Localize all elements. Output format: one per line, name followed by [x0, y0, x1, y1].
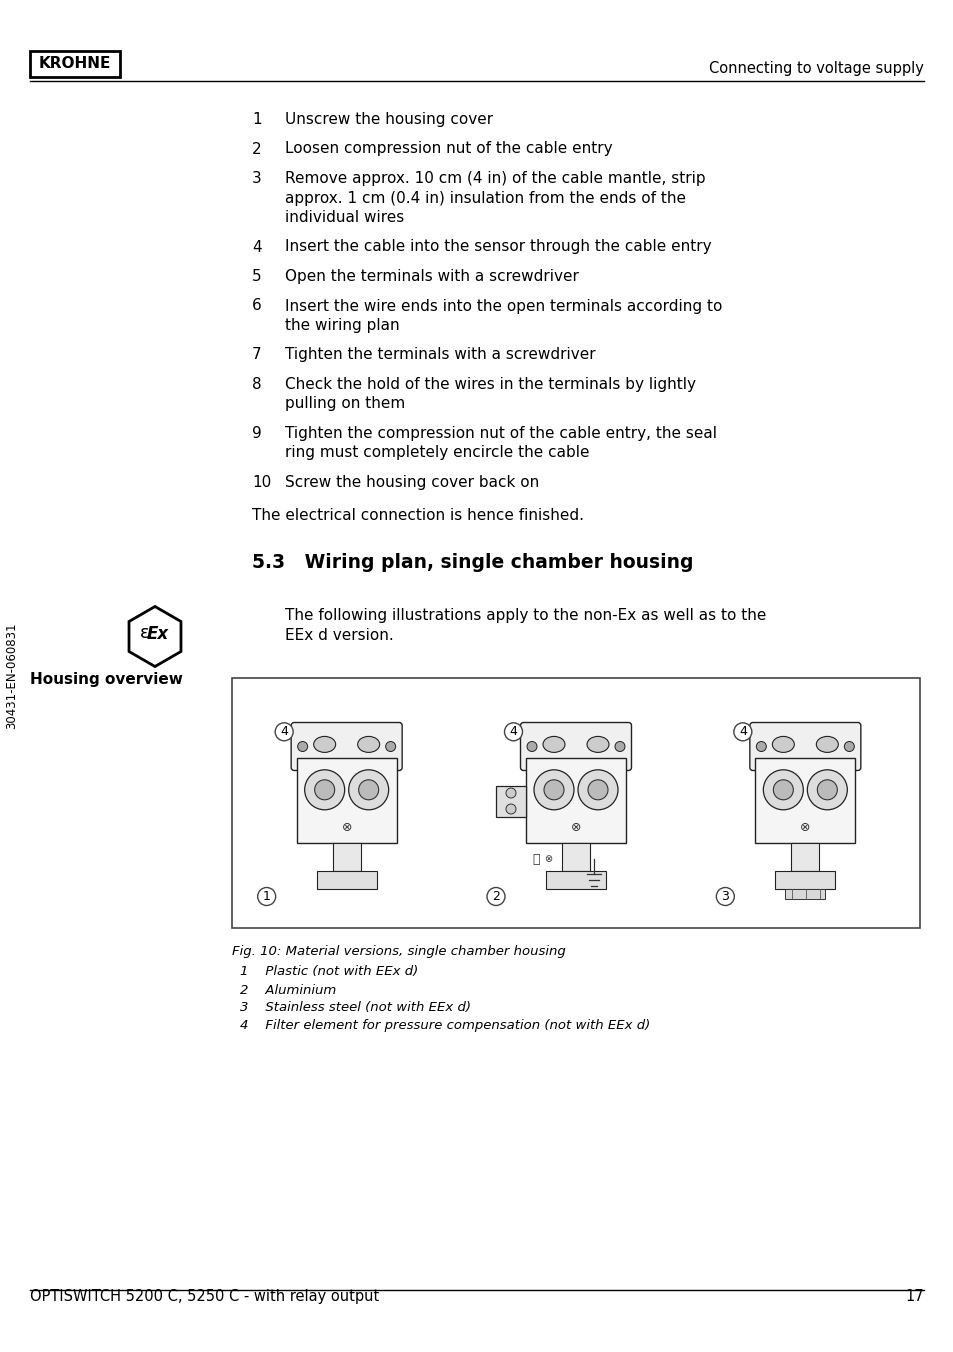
Text: the wiring plan: the wiring plan	[285, 318, 399, 333]
Text: ⊗: ⊗	[543, 854, 552, 864]
Text: KROHNE: KROHNE	[39, 57, 112, 72]
Circle shape	[843, 741, 854, 752]
Text: Check the hold of the wires in the terminals by lightly: Check the hold of the wires in the termi…	[285, 377, 696, 392]
Circle shape	[358, 780, 378, 800]
Text: 4: 4	[280, 725, 288, 738]
Text: ⊗: ⊗	[800, 821, 810, 834]
Text: 1: 1	[252, 112, 261, 127]
Text: Tighten the terminals with a screwdriver: Tighten the terminals with a screwdriver	[285, 347, 595, 362]
FancyBboxPatch shape	[232, 677, 919, 927]
FancyBboxPatch shape	[520, 722, 631, 771]
Text: ⊗: ⊗	[341, 821, 352, 834]
FancyBboxPatch shape	[561, 842, 589, 871]
Ellipse shape	[357, 737, 379, 753]
Circle shape	[817, 780, 837, 800]
Text: Housing overview: Housing overview	[30, 672, 183, 688]
FancyBboxPatch shape	[525, 757, 625, 842]
Circle shape	[314, 780, 335, 800]
FancyBboxPatch shape	[316, 871, 376, 888]
FancyBboxPatch shape	[496, 786, 525, 817]
Text: The following illustrations apply to the non-Ex as well as to the: The following illustrations apply to the…	[285, 608, 765, 623]
Text: 5: 5	[252, 269, 261, 284]
Circle shape	[543, 780, 563, 800]
Text: 6: 6	[252, 299, 261, 314]
Text: 7: 7	[252, 347, 261, 362]
Circle shape	[578, 769, 618, 810]
Circle shape	[348, 769, 388, 810]
FancyBboxPatch shape	[790, 842, 819, 871]
Text: 4: 4	[509, 725, 517, 738]
Text: The electrical connection is hence finished.: The electrical connection is hence finis…	[252, 508, 583, 523]
Circle shape	[304, 769, 344, 810]
Ellipse shape	[772, 737, 794, 753]
Text: 2: 2	[492, 890, 499, 903]
FancyBboxPatch shape	[545, 871, 605, 888]
Text: 1    Plastic (not with EEx d): 1 Plastic (not with EEx d)	[240, 965, 417, 979]
Text: Remove approx. 10 cm (4 in) of the cable mantle, strip: Remove approx. 10 cm (4 in) of the cable…	[285, 170, 705, 187]
Text: 5.3   Wiring plan, single chamber housing: 5.3 Wiring plan, single chamber housing	[252, 553, 693, 572]
Text: Loosen compression nut of the cable entry: Loosen compression nut of the cable entr…	[285, 142, 612, 157]
Text: 2: 2	[252, 142, 261, 157]
Ellipse shape	[586, 737, 608, 753]
Text: Insert the cable into the sensor through the cable entry: Insert the cable into the sensor through…	[285, 239, 711, 254]
Circle shape	[505, 804, 516, 814]
Text: pulling on them: pulling on them	[285, 396, 405, 411]
Text: Connecting to voltage supply: Connecting to voltage supply	[708, 61, 923, 77]
Circle shape	[762, 769, 802, 810]
Text: 4: 4	[252, 239, 261, 254]
Circle shape	[806, 769, 846, 810]
Text: 3: 3	[252, 170, 261, 187]
Text: Screw the housing cover back on: Screw the housing cover back on	[285, 475, 538, 489]
Text: approx. 1 cm (0.4 in) insulation from the ends of the: approx. 1 cm (0.4 in) insulation from th…	[285, 191, 685, 206]
Text: 2    Aluminium: 2 Aluminium	[240, 983, 335, 996]
Text: Tighten the compression nut of the cable entry, the seal: Tighten the compression nut of the cable…	[285, 426, 717, 441]
Text: 1: 1	[262, 890, 271, 903]
Circle shape	[756, 741, 765, 752]
Circle shape	[615, 741, 624, 752]
FancyBboxPatch shape	[291, 722, 402, 771]
Text: ⊗: ⊗	[570, 821, 580, 834]
Circle shape	[505, 788, 516, 798]
Text: ⏚: ⏚	[532, 853, 539, 865]
Text: 10: 10	[252, 475, 271, 489]
FancyBboxPatch shape	[296, 757, 396, 842]
Circle shape	[587, 780, 607, 800]
Text: Insert the wire ends into the open terminals according to: Insert the wire ends into the open termi…	[285, 299, 721, 314]
Ellipse shape	[816, 737, 838, 753]
Text: 8: 8	[252, 377, 261, 392]
Text: ring must completely encircle the cable: ring must completely encircle the cable	[285, 446, 589, 461]
Text: Open the terminals with a screwdriver: Open the terminals with a screwdriver	[285, 269, 578, 284]
Text: 9: 9	[252, 426, 261, 441]
Ellipse shape	[314, 737, 335, 753]
FancyBboxPatch shape	[755, 757, 855, 842]
Text: 30431-EN-060831: 30431-EN-060831	[6, 623, 18, 729]
Circle shape	[297, 741, 308, 752]
Text: ε: ε	[140, 625, 150, 642]
FancyBboxPatch shape	[749, 722, 860, 771]
Text: 17: 17	[904, 1288, 923, 1303]
FancyBboxPatch shape	[775, 871, 835, 888]
Text: Ex: Ex	[147, 626, 169, 644]
FancyBboxPatch shape	[784, 888, 824, 899]
Circle shape	[773, 780, 793, 800]
Text: Unscrew the housing cover: Unscrew the housing cover	[285, 112, 493, 127]
Circle shape	[534, 769, 574, 810]
Text: 3: 3	[720, 890, 728, 903]
Circle shape	[385, 741, 395, 752]
Text: Fig. 10: Material versions, single chamber housing: Fig. 10: Material versions, single chamb…	[232, 945, 565, 959]
Circle shape	[526, 741, 537, 752]
Text: 4: 4	[739, 725, 746, 738]
Text: 3    Stainless steel (not with EEx d): 3 Stainless steel (not with EEx d)	[240, 1002, 471, 1014]
Text: individual wires: individual wires	[285, 210, 404, 224]
Text: 4    Filter element for pressure compensation (not with EEx d): 4 Filter element for pressure compensati…	[240, 1019, 650, 1033]
FancyBboxPatch shape	[30, 51, 120, 77]
FancyBboxPatch shape	[333, 842, 360, 871]
Text: EEx d version.: EEx d version.	[285, 627, 394, 644]
Ellipse shape	[542, 737, 564, 753]
Text: OPTISWITCH 5200 C, 5250 C - with relay output: OPTISWITCH 5200 C, 5250 C - with relay o…	[30, 1288, 379, 1303]
